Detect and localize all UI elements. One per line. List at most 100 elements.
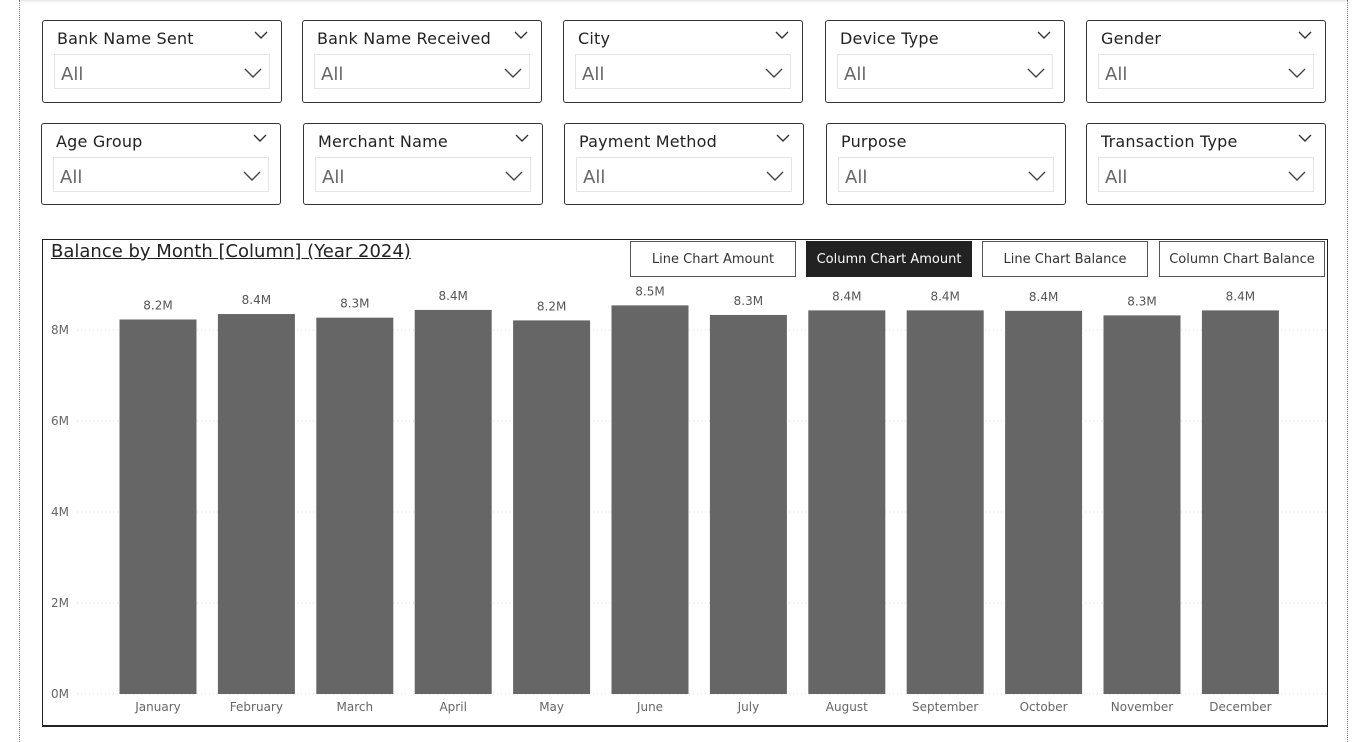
chevron-down-icon[interactable] bbox=[513, 29, 529, 41]
bar[interactable] bbox=[906, 310, 984, 694]
data-label: 8.4M bbox=[1226, 289, 1255, 303]
chevron-down-icon[interactable] bbox=[1297, 29, 1313, 41]
slicer-dropdown[interactable]: All bbox=[315, 157, 531, 192]
slicer-value: All bbox=[1105, 64, 1128, 85]
chevron-down-icon[interactable] bbox=[252, 132, 268, 144]
chevron-down-icon bbox=[1288, 68, 1306, 78]
chevron-down-icon[interactable] bbox=[1036, 29, 1052, 41]
x-tick-label: February bbox=[230, 700, 283, 714]
slicer-age-group[interactable]: Age Group All bbox=[41, 123, 281, 205]
slicer-value: All bbox=[1105, 167, 1128, 188]
bar[interactable] bbox=[808, 310, 886, 694]
bar[interactable] bbox=[1201, 310, 1279, 694]
slicer-dropdown[interactable]: All bbox=[53, 157, 269, 192]
y-tick-label: 4M bbox=[51, 505, 69, 519]
y-tick-label: 0M bbox=[51, 687, 69, 701]
chevron-down-icon bbox=[244, 68, 262, 78]
chevron-down-icon bbox=[766, 171, 784, 181]
slicer-title: Age Group bbox=[56, 132, 143, 151]
line-chart-amount-button[interactable]: Line Chart Amount bbox=[630, 241, 796, 277]
bar[interactable] bbox=[611, 305, 689, 694]
slicer-value: All bbox=[583, 167, 606, 188]
bar[interactable] bbox=[119, 319, 197, 694]
page-border-left bbox=[19, 0, 20, 742]
slicer-title: Device Type bbox=[840, 29, 939, 48]
bar[interactable] bbox=[513, 320, 591, 694]
page-top-edge bbox=[20, 0, 1347, 3]
chevron-down-icon bbox=[243, 171, 261, 181]
slicer-dropdown[interactable]: All bbox=[838, 157, 1054, 192]
slicer-value: All bbox=[582, 64, 605, 85]
slicer-bank-name-received[interactable]: Bank Name Received All bbox=[302, 20, 542, 103]
slicer-dropdown[interactable]: All bbox=[314, 54, 530, 89]
slicer-transaction-type[interactable]: Transaction Type All bbox=[1086, 123, 1326, 205]
slicer-dropdown[interactable]: All bbox=[54, 54, 270, 89]
data-label: 8.3M bbox=[1127, 294, 1156, 308]
slicer-title: Transaction Type bbox=[1101, 132, 1238, 151]
slicer-value: All bbox=[61, 64, 84, 85]
chevron-down-icon bbox=[765, 68, 783, 78]
bar[interactable] bbox=[414, 309, 492, 694]
slicer-title: Gender bbox=[1101, 29, 1162, 48]
data-label: 8.4M bbox=[1029, 290, 1058, 304]
y-tick-label: 2M bbox=[51, 596, 69, 610]
slicer-merchant-name[interactable]: Merchant Name All bbox=[303, 123, 543, 205]
slicer-device-type[interactable]: Device Type All bbox=[825, 20, 1065, 103]
balance-column-chart[interactable]: 0M 2M 4M 6M 8M 8.2M January 8.4M February 8.3M Mar… bbox=[42, 239, 1328, 727]
chevron-down-icon[interactable] bbox=[775, 132, 791, 144]
slicer-value: All bbox=[60, 167, 83, 188]
slicer-gender[interactable]: Gender All bbox=[1086, 20, 1326, 103]
x-tick-label: September bbox=[912, 700, 978, 714]
data-label: 8.3M bbox=[340, 297, 369, 311]
slicer-bank-name-sent[interactable]: Bank Name Sent All bbox=[42, 20, 282, 103]
bar[interactable] bbox=[316, 317, 394, 694]
x-tick-label: July bbox=[737, 700, 760, 714]
bar[interactable] bbox=[217, 314, 295, 694]
chevron-down-icon[interactable] bbox=[253, 29, 269, 41]
data-label: 8.2M bbox=[537, 299, 566, 313]
slicer-title: Merchant Name bbox=[318, 132, 448, 151]
chevron-down-icon bbox=[1028, 171, 1046, 181]
chevron-down-icon[interactable] bbox=[1297, 132, 1313, 144]
column-chart-balance-button[interactable]: Column Chart Balance bbox=[1159, 241, 1325, 277]
x-tick-label: August bbox=[826, 700, 868, 714]
slicer-dropdown[interactable]: All bbox=[575, 54, 791, 89]
y-tick-label: 8M bbox=[51, 323, 69, 337]
slicer-city[interactable]: City All bbox=[563, 20, 803, 103]
slicer-dropdown[interactable]: All bbox=[1098, 54, 1314, 89]
chevron-down-icon[interactable] bbox=[774, 29, 790, 41]
slicer-title: Payment Method bbox=[579, 132, 717, 151]
slicer-payment-method[interactable]: Payment Method All bbox=[564, 123, 804, 205]
x-tick-label: December bbox=[1209, 700, 1271, 714]
line-chart-balance-button[interactable]: Line Chart Balance bbox=[982, 241, 1148, 277]
bar[interactable] bbox=[709, 314, 787, 694]
slicer-purpose[interactable]: Purpose All bbox=[826, 123, 1066, 205]
slicer-title: Bank Name Sent bbox=[57, 29, 194, 48]
slicer-title: City bbox=[578, 29, 611, 48]
data-label: 8.4M bbox=[832, 289, 861, 303]
x-tick-label: November bbox=[1111, 700, 1173, 714]
data-label: 8.4M bbox=[438, 289, 467, 303]
slicer-dropdown[interactable]: All bbox=[837, 54, 1053, 89]
slicer-title: Purpose bbox=[841, 132, 907, 151]
slicer-dropdown[interactable]: All bbox=[1098, 157, 1314, 192]
x-tick-label: May bbox=[539, 700, 564, 714]
chevron-down-icon[interactable] bbox=[514, 132, 530, 144]
slicer-value: All bbox=[844, 64, 867, 85]
slicer-dropdown[interactable]: All bbox=[576, 157, 792, 192]
chart-plot: 0M 2M 4M 6M 8M 8.2M January 8.4M February 8.3M Mar… bbox=[51, 284, 1327, 714]
x-tick-label: October bbox=[1020, 700, 1068, 714]
x-tick-label: March bbox=[337, 700, 374, 714]
x-tick-label: June bbox=[636, 700, 663, 714]
chart-title: Balance by Month [Column] (Year 2024) bbox=[51, 241, 411, 262]
slicer-value: All bbox=[321, 64, 344, 85]
chevron-down-icon bbox=[504, 68, 522, 78]
data-label: 8.5M bbox=[635, 284, 664, 298]
x-tick-label: January bbox=[134, 700, 181, 714]
column-chart-amount-button[interactable]: Column Chart Amount bbox=[806, 241, 972, 277]
bar[interactable] bbox=[1005, 310, 1083, 694]
chevron-down-icon bbox=[1027, 68, 1045, 78]
data-label: 8.4M bbox=[242, 293, 271, 307]
bar[interactable] bbox=[1103, 315, 1181, 694]
slicer-title: Bank Name Received bbox=[317, 29, 491, 48]
